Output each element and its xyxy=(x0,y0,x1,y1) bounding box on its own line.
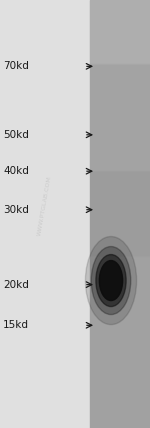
Ellipse shape xyxy=(99,261,123,300)
Ellipse shape xyxy=(91,247,131,315)
Bar xyxy=(90,0,150,428)
Ellipse shape xyxy=(85,237,136,324)
Text: 40kd: 40kd xyxy=(3,166,29,176)
Bar xyxy=(0,0,90,428)
Text: 30kd: 30kd xyxy=(3,205,29,215)
Ellipse shape xyxy=(96,255,126,306)
Text: 15kd: 15kd xyxy=(3,320,29,330)
Text: 20kd: 20kd xyxy=(3,279,29,290)
Text: 50kd: 50kd xyxy=(3,130,29,140)
Text: WWW.PTGLAB.COM: WWW.PTGLAB.COM xyxy=(37,175,53,236)
Text: 70kd: 70kd xyxy=(3,61,29,71)
